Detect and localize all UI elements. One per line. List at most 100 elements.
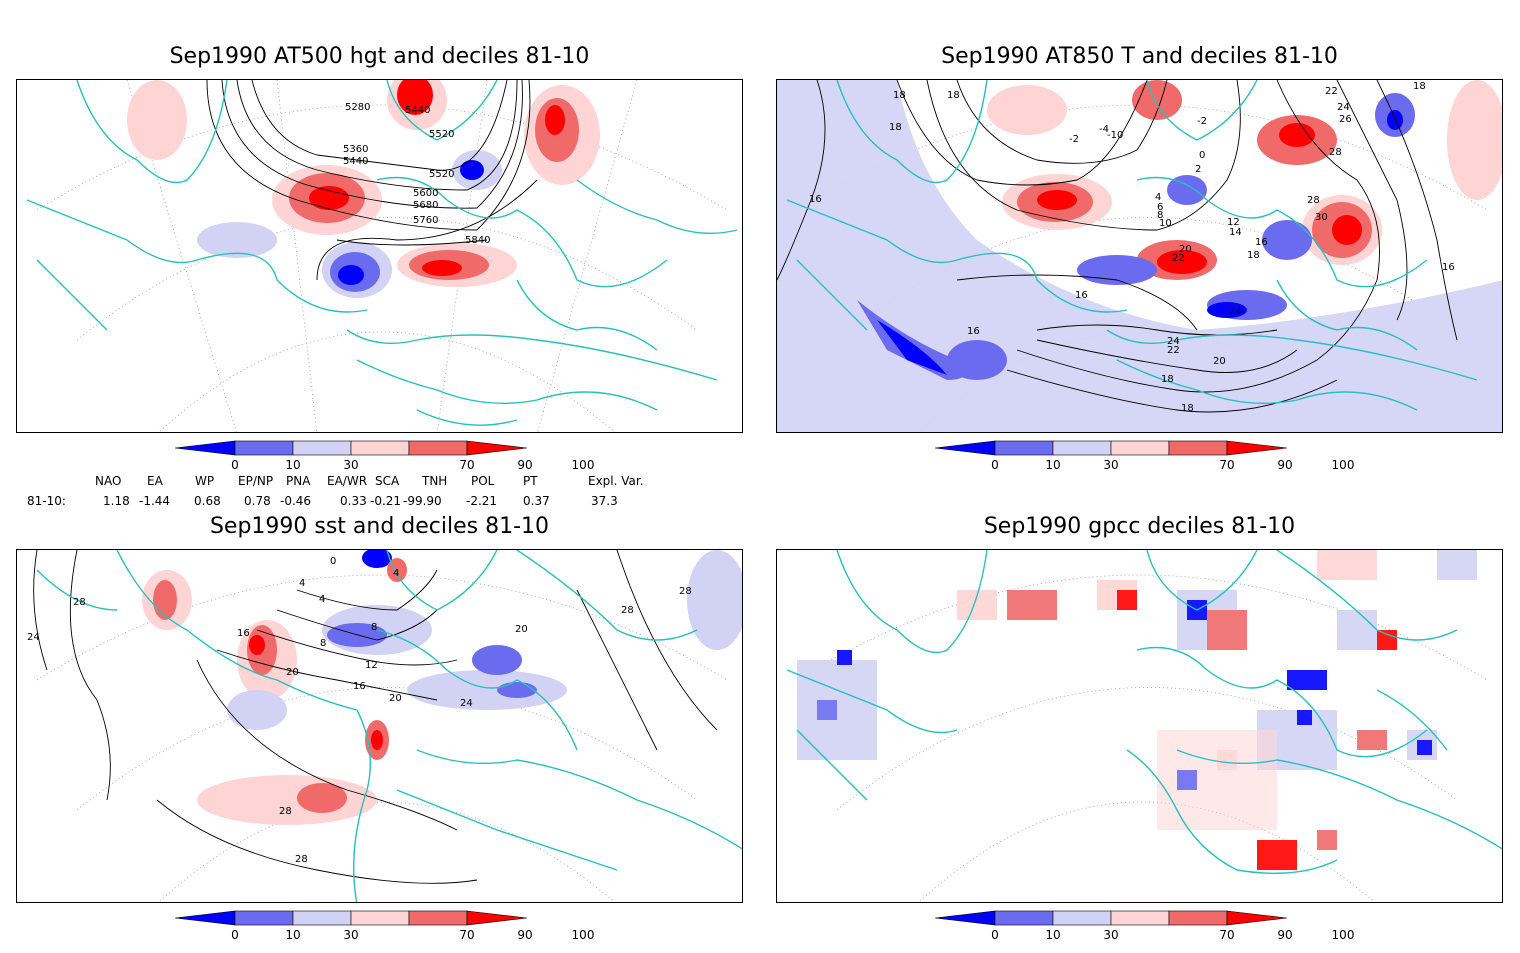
index-header-pol: POL [471,474,495,488]
colorbar-swatch [994,910,1054,926]
colorbar-swatch [292,910,352,926]
svg-text:24: 24 [1337,102,1350,113]
index-value-eawr: 0.33 [340,494,367,508]
colorbar-tick-label: 0 [231,458,239,472]
colorbar-swatch [934,910,996,926]
colorbar-tick-label: 30 [1103,458,1118,472]
svg-text:28: 28 [1329,147,1342,158]
colorbar-tick-label: 100 [1332,458,1355,472]
panel-title-gpcc: Sep1990 gpcc deciles 81-10 [983,514,1296,539]
svg-text:5520: 5520 [429,129,454,140]
svg-text:20: 20 [389,693,402,704]
svg-text:24: 24 [460,698,473,709]
colorbar-swatch [1052,910,1112,926]
svg-text:18: 18 [947,90,960,101]
svg-text:-2: -2 [1197,116,1207,127]
svg-text:28: 28 [73,597,86,608]
index-header-pt: PT [523,474,538,488]
svg-text:20: 20 [1213,356,1226,367]
svg-text:-10: -10 [1107,130,1123,141]
colorbar-tick-label: 0 [991,928,999,942]
colorbar-svg: 0 10 30 70 90 100 [934,910,1355,942]
index-header-nao: NAO [95,474,122,488]
svg-text:8: 8 [1157,210,1163,221]
index-value-pna: -0.46 [280,494,312,508]
colorbar-tick-label: 100 [1332,928,1355,942]
map-gpcc [776,549,1503,903]
svg-text:10: 10 [1159,218,1172,229]
colorbar-tick-label: 70 [1219,458,1234,472]
index-row-label: 81-10: [27,494,66,508]
svg-text:8: 8 [320,638,326,649]
index-header-epnp: EP/NP [238,474,274,488]
colorbar-t850: 0 10 30 70 90 100 [934,439,1365,479]
svg-text:14: 14 [1229,227,1242,238]
index-value-wp: 0.68 [194,494,221,508]
svg-text:20: 20 [515,624,528,635]
svg-text:18: 18 [1413,81,1426,92]
colorbar-tick-label: 90 [1277,928,1292,942]
colorbar-tick-label: 70 [459,458,474,472]
colorbar-tick-label: 90 [517,928,532,942]
svg-text:30: 30 [1315,212,1328,223]
colorbar-swatch [1226,910,1288,926]
svg-text:26: 26 [1339,114,1352,125]
svg-text:18: 18 [893,90,906,101]
colorbar-swatch [174,910,236,926]
panel-title-t850: Sep1990 AT850 T and deciles 81-10 [941,44,1338,69]
svg-text:16: 16 [809,194,822,205]
colorbar-swatch [350,440,410,456]
index-value-ea: -1.44 [139,494,171,508]
colorbar-tick-label: 30 [1103,928,1118,942]
svg-text:-4: -4 [1099,124,1109,135]
colorbar-tick-label: 30 [343,458,358,472]
svg-text:24: 24 [1229,306,1242,317]
svg-text:16: 16 [1255,237,1268,248]
colorbar-swatch [1110,910,1170,926]
colorbar-tick-label: 90 [517,458,532,472]
svg-text:18: 18 [1161,374,1174,385]
svg-text:2: 2 [1195,164,1201,175]
colorbar-svg: 0 10 30 70 90 100 [934,440,1355,472]
svg-text:22: 22 [1325,86,1338,97]
index-value-nao: 1.18 [103,494,130,508]
index-header-expl-var: Expl. Var. [588,474,644,488]
index-header-ea: EA [147,474,163,488]
colorbar-tick-label: 10 [285,928,300,942]
colorbar-sst: 0 10 30 70 90 100 [174,909,605,949]
colorbar-swatch [408,910,468,926]
svg-text:28: 28 [1307,195,1320,206]
index-value-expl-var: 37.3 [591,494,618,508]
index-value-epnp: 0.78 [244,494,271,508]
panel-title-sst: Sep1990 sst and deciles 81-10 [209,514,550,539]
colorbar-swatch [934,440,996,456]
index-header-tnh: TNH [422,474,448,488]
index-header-pna: PNA [286,474,311,488]
colorbar-swatch [1052,440,1112,456]
svg-text:5680: 5680 [413,200,438,211]
svg-text:22: 22 [1167,345,1180,356]
map-sst: 28 24 4 4 8 8 12 16 20 20 24 28 28 28 0 … [16,549,743,903]
svg-text:5600: 5600 [413,188,438,199]
svg-text:5840: 5840 [465,235,490,246]
contour-labels: 18 18 18 16 -2 -4 -10 -2 0 2 4 6 8 10 12… [809,81,1455,414]
svg-text:28: 28 [679,586,692,597]
colorbar-hgt500: 0 10 30 70 90 100 [174,439,605,479]
contour-labels: 5280 5360 5440 5520 5440 5520 5600 5680 … [343,102,490,246]
svg-text:16: 16 [237,628,250,639]
svg-text:24: 24 [27,632,40,643]
svg-text:28: 28 [279,806,292,817]
svg-text:22: 22 [1172,253,1185,264]
svg-text:18: 18 [1247,250,1260,261]
colorbar-tick-label: 30 [343,928,358,942]
svg-text:6: 6 [1157,202,1163,213]
index-header-eawr: EA/WR [327,474,368,488]
svg-text:5520: 5520 [429,169,454,180]
svg-text:0: 0 [330,556,336,567]
svg-text:4: 4 [1155,192,1161,203]
colorbar-svg: 0 10 30 70 90 100 [174,910,594,942]
index-value-pol: -2.21 [466,494,498,508]
svg-text:20: 20 [286,667,299,678]
index-value-sca: -0.21 [370,494,402,508]
colorbar-tick-label: 70 [1219,928,1234,942]
